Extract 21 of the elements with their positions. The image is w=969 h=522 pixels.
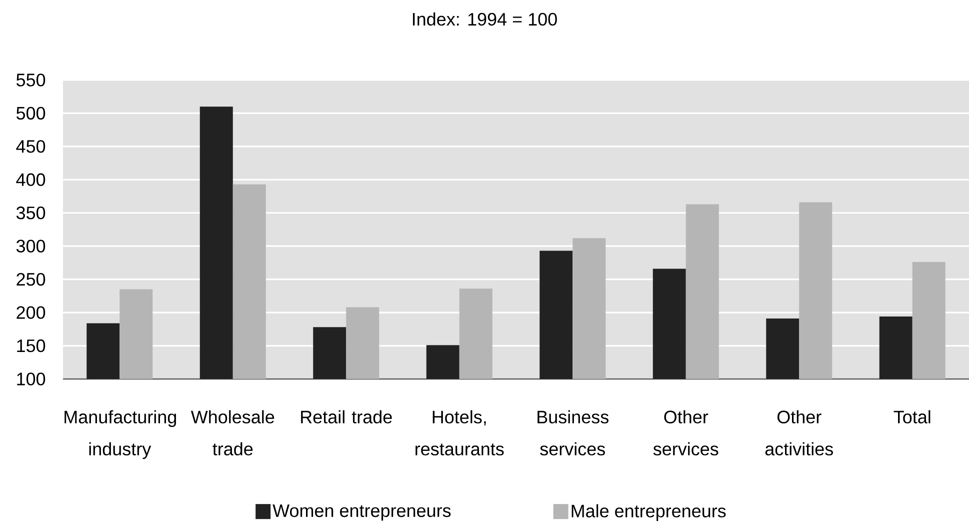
y-tick-label: 500 — [16, 106, 46, 120]
x-tick-label: Retail trade — [301, 410, 392, 424]
x-tick-label: Wholesale trade — [190, 410, 274, 456]
legend-label: Women entrepreneurs — [272, 504, 451, 521]
x-tick-label: Hotels, restaurants — [416, 410, 504, 456]
legend-label: Male entrepreneurs — [572, 504, 726, 521]
x-tick-label: Manufacturing industry — [64, 410, 176, 459]
y-tick-label: 150 — [17, 339, 46, 352]
x-tick-label: Business services — [538, 410, 608, 456]
y-tick-label: 300 — [16, 240, 46, 252]
y-tick-label: 450 — [16, 140, 46, 153]
y-tick-label: 250 — [16, 272, 46, 286]
y-tick-label: 200 — [16, 306, 46, 319]
x-tick-label: Total — [894, 410, 930, 424]
y-tick-label: 550 — [16, 74, 46, 86]
y-tick-label: 350 — [16, 206, 46, 220]
x-tick-label: Other activities — [765, 410, 833, 456]
x-tick-label: Other services — [653, 410, 718, 456]
y-tick-label: 100 — [17, 372, 46, 386]
y-tick-label: 400 — [16, 173, 46, 186]
chart-title: Index: 1994 = 100 — [412, 12, 557, 26]
